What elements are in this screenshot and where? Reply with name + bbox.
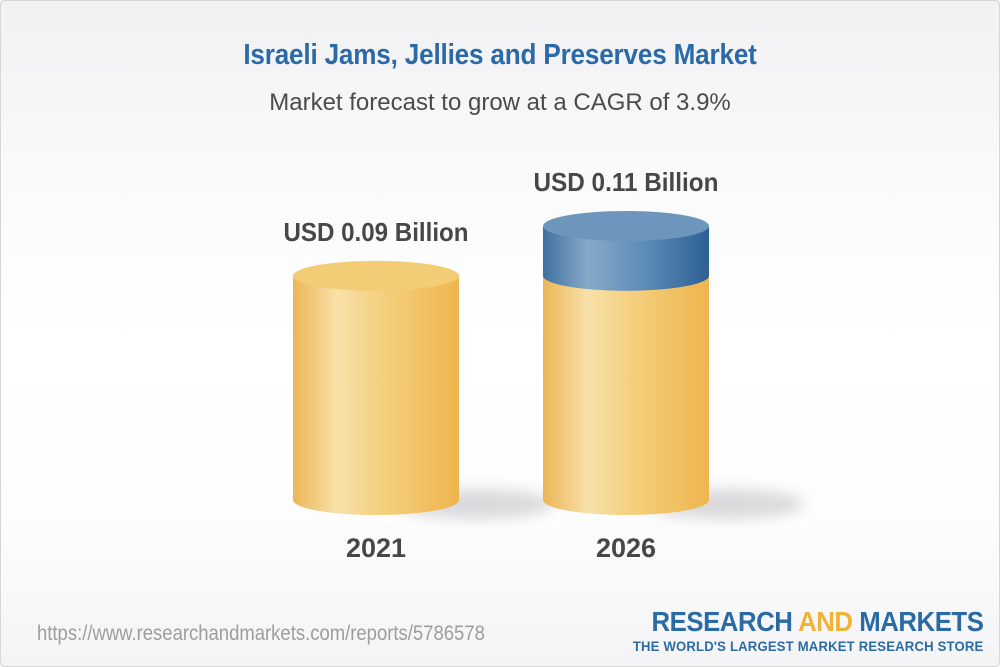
research-and-markets-logo: RESEARCH AND MARKETS THE WORLD'S LARGEST… [622, 608, 983, 654]
bar-group-2026: USD 0.11 Billion 2026 [534, 167, 804, 563]
bar-2026-growth-segment [543, 226, 709, 291]
report-url: https://www.researchandmarkets.com/repor… [37, 622, 485, 645]
value-label-2021: USD 0.09 Billion [284, 217, 469, 247]
category-label-2026: 2026 [596, 533, 656, 563]
bar-2026-cylinder-top [543, 211, 709, 241]
bar-2021-cylinder-body [293, 275, 459, 515]
bar-group-2021: USD 0.09 Billion 2021 [284, 217, 554, 563]
logo-wordmark: RESEARCH AND MARKETS [650, 608, 983, 636]
chart-title: Israeli Jams, Jellies and Preserves Mark… [243, 39, 757, 71]
logo-word-markets: MARKETS [858, 606, 984, 637]
logo-word-and: AND [797, 606, 853, 637]
value-label-2026: USD 0.11 Billion [534, 167, 719, 197]
bar-2026-base-segment [543, 275, 709, 515]
logo-tagline: THE WORLD'S LARGEST MARKET RESEARCH STOR… [632, 639, 983, 654]
category-label-2021: 2021 [346, 533, 406, 563]
logo-word-research: RESEARCH [651, 606, 792, 637]
chart-subtitle: Market forecast to grow at a CAGR of 3.9… [269, 89, 731, 116]
bar-2021-cylinder-top [293, 260, 459, 291]
